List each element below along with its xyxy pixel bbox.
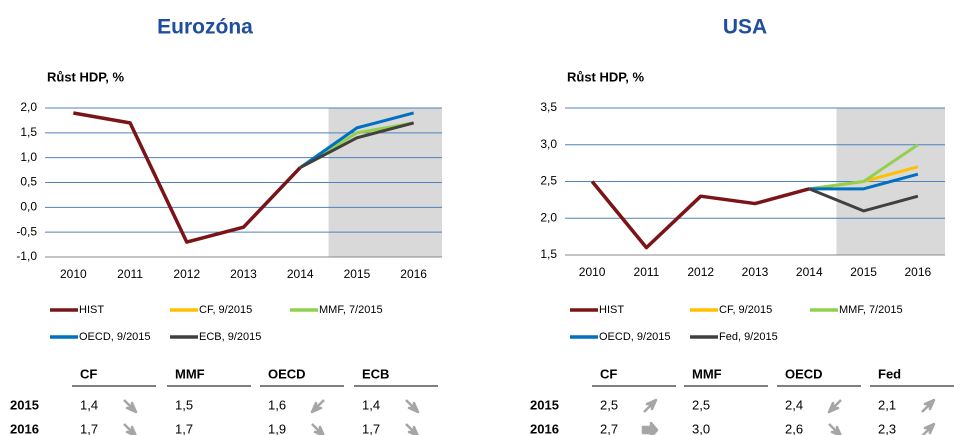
x-tick-label: 2016 <box>905 265 932 279</box>
table-cell: 1,9 <box>268 421 286 435</box>
chart-title: USA <box>723 16 767 39</box>
y-tick-label: 2,5 <box>540 174 557 188</box>
table-header: ECB <box>362 366 389 381</box>
series-line <box>73 111 302 244</box>
table-cell: 2,3 <box>878 421 896 435</box>
table-row-label: 2015 <box>530 397 559 412</box>
x-tick-label: 2011 <box>634 265 660 279</box>
x-tick-label: 2010 <box>579 265 606 279</box>
table-header: MMF <box>175 366 205 381</box>
y-tick-label: -1,0 <box>16 249 37 263</box>
trend-arrow <box>641 421 659 435</box>
table-cell: 2,4 <box>785 397 803 412</box>
y-tick-label: 2,0 <box>540 210 557 224</box>
legend-label: HIST <box>599 304 624 316</box>
trend-arrow <box>123 399 138 414</box>
x-tick-label: 2014 <box>287 267 314 281</box>
x-tick-label: 2014 <box>796 265 823 279</box>
trend-arrow <box>123 423 137 435</box>
trend-arrow <box>921 422 936 435</box>
trend-arrow <box>828 423 842 435</box>
trend-arrow <box>310 399 325 414</box>
legend-label: CF, 9/2015 <box>719 304 772 316</box>
x-tick-label: 2013 <box>742 265 769 279</box>
series-line <box>809 143 919 191</box>
series-line <box>299 111 415 169</box>
x-tick-label: 2015 <box>850 265 877 279</box>
series-line <box>808 187 919 213</box>
table-cell: 3,0 <box>692 421 710 435</box>
chart-subtitle: Růst HDP, % <box>567 69 644 84</box>
series-line <box>809 172 919 191</box>
table-row-label: 2015 <box>10 397 39 412</box>
legend-label: ECB, 9/2015 <box>199 331 261 343</box>
y-tick-label: -0,5 <box>16 224 37 238</box>
y-tick-label: 1,0 <box>20 150 37 164</box>
table-cell: 2,7 <box>600 421 618 435</box>
chart-title: Eurozóna <box>157 16 253 39</box>
table-cell: 2,1 <box>878 397 896 412</box>
series-line <box>590 180 810 250</box>
x-tick-label: 2015 <box>344 267 371 281</box>
x-tick-label: 2012 <box>687 265 714 279</box>
y-tick-label: 3,0 <box>540 137 557 151</box>
series-line <box>299 121 415 169</box>
table-cell: 1,7 <box>362 421 380 435</box>
x-tick-label: 2010 <box>60 267 87 281</box>
y-tick-label: 1,5 <box>20 125 37 139</box>
y-tick-label: 3,5 <box>540 100 557 114</box>
y-tick-label: 1,5 <box>540 247 557 261</box>
legend-label: MMF, 7/2015 <box>319 304 383 316</box>
table-cell: 1,7 <box>175 421 193 435</box>
table-cell: 1,7 <box>80 421 98 435</box>
table-cell: 2,5 <box>692 397 710 412</box>
legend-label: HIST <box>79 304 104 316</box>
y-tick-label: 0,0 <box>20 200 37 214</box>
x-tick-label: 2012 <box>173 267 200 281</box>
table-cell: 2,5 <box>600 397 618 412</box>
legend-label: Fed, 9/2015 <box>719 331 778 343</box>
legend-label: OECD, 9/2015 <box>79 331 151 343</box>
table-row-label: 2016 <box>530 421 559 435</box>
trend-arrow <box>405 423 419 435</box>
table-cell: 1,6 <box>268 397 286 412</box>
legend-label: CF, 9/2015 <box>199 304 252 316</box>
y-tick-label: 0,5 <box>20 175 37 189</box>
legend-label: OECD, 9/2015 <box>599 331 671 343</box>
table-header: Fed <box>878 366 901 381</box>
x-tick-label: 2016 <box>400 267 427 281</box>
table-header: MMF <box>692 366 722 381</box>
table-cell: 1,5 <box>175 397 193 412</box>
table-header: OECD <box>785 366 823 381</box>
table-row-label: 2016 <box>10 421 39 435</box>
x-tick-label: 2011 <box>117 267 143 281</box>
x-tick-label: 2013 <box>230 267 257 281</box>
table-header: CF <box>600 366 617 381</box>
table-cell: 1,4 <box>362 397 380 412</box>
table-cell: 2,6 <box>785 421 803 435</box>
legend-label: MMF, 7/2015 <box>839 304 903 316</box>
y-tick-label: 2,0 <box>20 100 37 114</box>
trend-arrow <box>405 399 420 414</box>
trend-arrow <box>921 398 936 413</box>
trend-arrow <box>311 423 325 435</box>
chart-subtitle: Růst HDP, % <box>47 69 124 84</box>
table-header: CF <box>80 366 97 381</box>
trend-arrow <box>643 398 658 413</box>
table-cell: 1,4 <box>80 397 98 412</box>
table-header: OECD <box>268 366 306 381</box>
trend-arrow <box>827 399 842 414</box>
